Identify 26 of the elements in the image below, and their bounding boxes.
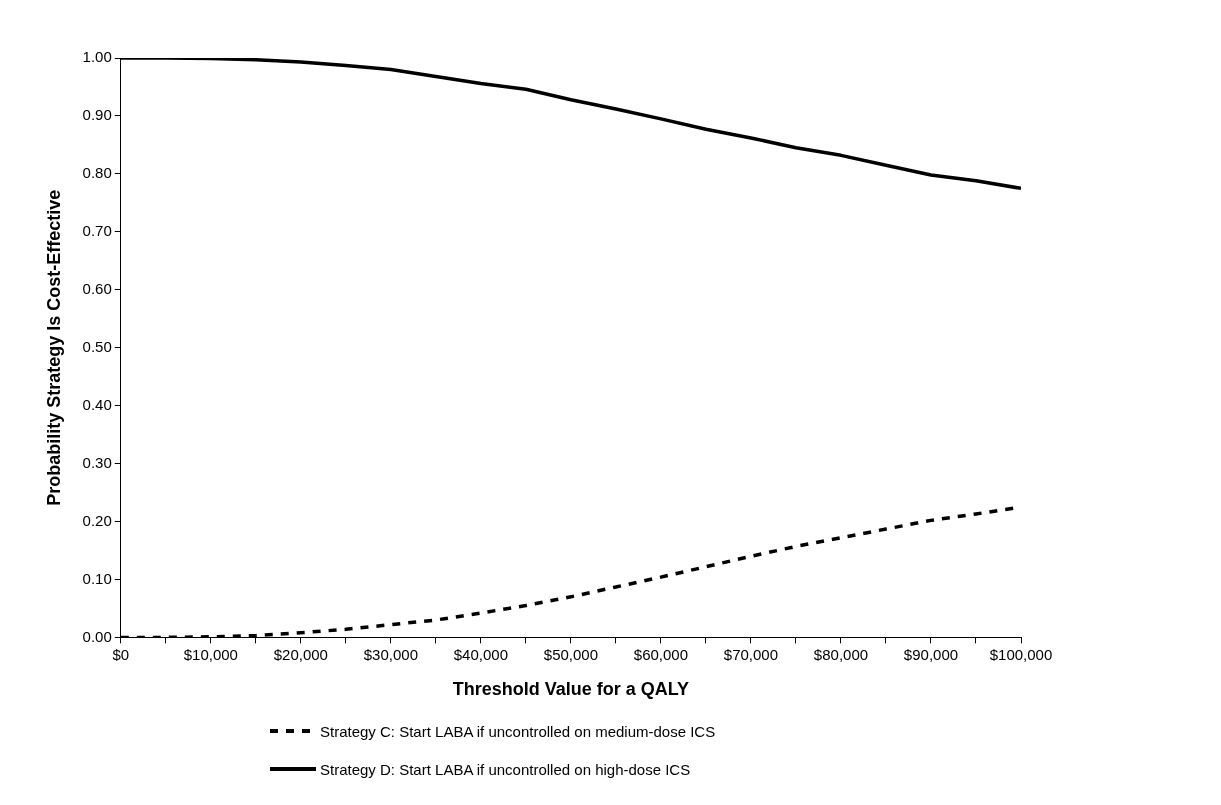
y-tick-label: 0.90 bbox=[82, 106, 112, 124]
y-tick-label: 0.80 bbox=[82, 164, 112, 182]
x-tick-label: $80,000 bbox=[813, 645, 869, 663]
y-tick-label: 0.10 bbox=[82, 569, 112, 587]
x-tick-label: $0 bbox=[112, 645, 130, 663]
y-tick-label: 0.20 bbox=[82, 511, 112, 529]
y-tick-label: 0.60 bbox=[82, 279, 112, 297]
y-tick-label: 0.70 bbox=[82, 221, 112, 239]
x-tick-label: $40,000 bbox=[453, 645, 508, 663]
y-axis-title: Probability Strategy Is Cost-Effective bbox=[43, 189, 64, 506]
y-tick-label: 1.00 bbox=[82, 48, 112, 66]
legend-label: Strategy D: Start LABA if uncontrolled on high-dose ICS bbox=[320, 760, 691, 778]
x-tick-label: $60,000 bbox=[633, 645, 689, 663]
legend-label: Strategy C: Start LABA if uncontrolled on medium-dose ICS bbox=[320, 722, 716, 740]
x-tick-label: $100,000 bbox=[989, 645, 1053, 663]
x-tick-label: $70,000 bbox=[723, 645, 779, 663]
x-tick-label: $50,000 bbox=[543, 645, 599, 663]
x-tick-label: $20,000 bbox=[273, 645, 328, 663]
y-tick-label: 0.50 bbox=[82, 337, 112, 355]
y-tick-label: 0.30 bbox=[82, 453, 112, 471]
x-tick-label: $90,000 bbox=[903, 645, 959, 663]
y-tick-label: 0.00 bbox=[82, 627, 112, 645]
x-axis-title: Threshold Value for a QALY bbox=[452, 679, 690, 700]
y-tick-label: 0.40 bbox=[82, 395, 112, 413]
x-tick-label: $30,000 bbox=[363, 645, 418, 663]
x-tick-label: $10,000 bbox=[183, 645, 238, 663]
